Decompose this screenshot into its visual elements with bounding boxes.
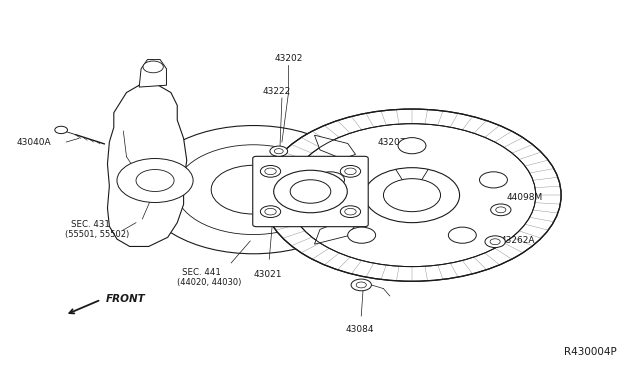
Circle shape [398,138,426,154]
Polygon shape [314,135,356,159]
Circle shape [491,204,511,216]
Circle shape [317,172,344,188]
Text: 43202: 43202 [275,54,303,63]
Circle shape [340,206,360,218]
Circle shape [485,236,505,247]
Text: 43021: 43021 [253,270,282,279]
Polygon shape [314,221,356,244]
Circle shape [263,109,561,281]
Circle shape [142,125,364,254]
Circle shape [143,61,163,73]
Circle shape [351,279,371,291]
Text: SEC. 441: SEC. 441 [182,267,221,277]
Text: FRONT: FRONT [106,294,146,304]
Polygon shape [108,85,187,247]
Circle shape [211,165,296,214]
Text: (55501, 55502): (55501, 55502) [65,230,129,239]
Circle shape [364,168,460,223]
Circle shape [270,146,287,156]
Polygon shape [139,60,166,87]
FancyBboxPatch shape [253,156,368,227]
Circle shape [260,206,281,218]
Circle shape [340,166,360,177]
Text: 43207: 43207 [377,138,406,147]
Text: 44098M: 44098M [506,193,543,202]
Circle shape [479,172,508,188]
Text: R430004P: R430004P [564,347,617,357]
Circle shape [274,170,348,213]
Text: (44020, 44030): (44020, 44030) [177,278,241,286]
Circle shape [449,227,476,243]
Text: SEC. 431: SEC. 431 [70,220,109,229]
Wedge shape [253,158,364,222]
Text: 43222: 43222 [263,87,291,96]
Circle shape [117,158,193,202]
Text: 43084: 43084 [346,325,374,334]
Circle shape [348,227,376,243]
Circle shape [55,126,67,134]
Text: 43262A: 43262A [501,236,535,245]
Circle shape [260,166,281,177]
Text: 43040A: 43040A [17,138,51,147]
